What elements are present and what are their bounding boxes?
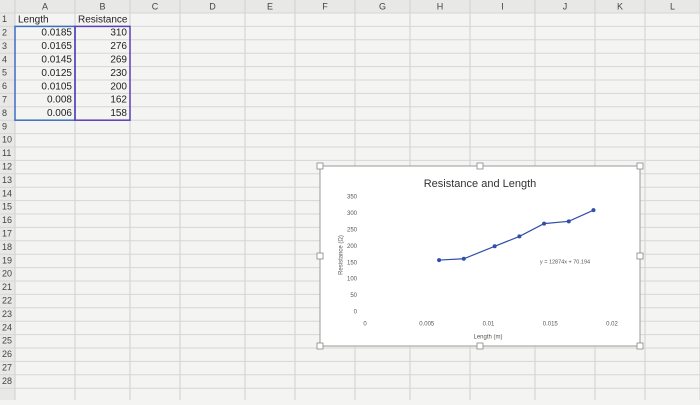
data-point <box>517 234 522 239</box>
row-header[interactable]: 7 <box>2 94 7 104</box>
cell[interactable]: 0.0145 <box>41 55 72 66</box>
row-header[interactable]: 12 <box>2 161 12 171</box>
row-header[interactable]: 13 <box>2 175 12 185</box>
y-tick-label: 200 <box>347 244 358 250</box>
column-header[interactable]: B <box>99 1 105 11</box>
chart-title: Resistance and Length <box>424 178 537 190</box>
column-header[interactable]: K <box>617 1 623 11</box>
row-header[interactable]: 22 <box>2 295 12 305</box>
cell[interactable]: 0.0125 <box>41 68 72 79</box>
data-point <box>492 244 497 249</box>
column-header[interactable]: G <box>379 1 386 11</box>
cell[interactable]: 162 <box>110 95 127 106</box>
row-header[interactable]: 2 <box>2 27 7 37</box>
row-header[interactable]: 3 <box>2 41 7 51</box>
y-tick-label: 250 <box>347 227 358 233</box>
row-header[interactable]: 25 <box>2 336 12 346</box>
row-header-bar <box>0 13 15 405</box>
row-header[interactable]: 6 <box>2 81 7 91</box>
x-tick-label: 0.015 <box>543 322 559 328</box>
row-header[interactable]: 14 <box>2 188 12 198</box>
resize-handle[interactable] <box>316 342 324 350</box>
row-header[interactable]: 4 <box>2 54 7 64</box>
column-header[interactable]: D <box>209 1 216 11</box>
cell[interactable]: 0.0105 <box>41 81 72 92</box>
row-header[interactable]: 28 <box>2 376 12 386</box>
resize-handle[interactable] <box>476 342 484 350</box>
column-header[interactable]: H <box>437 1 444 11</box>
row-header[interactable]: 23 <box>2 309 12 319</box>
trendline-label: y = 12874x + 70.194 <box>540 259 590 265</box>
resize-handle[interactable] <box>636 342 644 350</box>
column-header[interactable]: C <box>152 1 159 11</box>
data-point <box>591 208 596 213</box>
y-axis-label: Resistance (Ω) <box>339 235 345 275</box>
cell[interactable]: 0.006 <box>47 108 72 119</box>
chart-area[interactable] <box>319 165 641 347</box>
cell[interactable]: 230 <box>110 68 127 79</box>
resize-handle[interactable] <box>476 162 484 170</box>
cell[interactable]: Length <box>18 14 49 25</box>
cell[interactable]: 276 <box>110 41 127 52</box>
row-header[interactable]: 11 <box>2 148 11 158</box>
cell[interactable]: 269 <box>110 55 127 66</box>
column-header[interactable]: I <box>501 1 504 11</box>
row-header[interactable]: 5 <box>2 68 7 78</box>
y-tick-label: 0 <box>354 310 358 316</box>
row-header[interactable]: 20 <box>2 269 12 279</box>
row-header[interactable]: 10 <box>2 135 12 145</box>
x-tick-label: 0.005 <box>419 322 435 328</box>
cell[interactable]: 158 <box>110 108 127 119</box>
cell[interactable]: 200 <box>110 81 127 92</box>
selection-range-b <box>74 25 131 121</box>
x-axis-label: Length (m) <box>473 335 502 341</box>
y-tick-label: 100 <box>347 277 358 283</box>
resize-handle[interactable] <box>636 162 644 170</box>
row-header[interactable]: 27 <box>2 362 12 372</box>
row-header[interactable]: 18 <box>2 242 12 252</box>
data-point <box>437 258 442 263</box>
row-header[interactable]: 8 <box>2 108 7 118</box>
row-header[interactable]: 16 <box>2 215 12 225</box>
x-tick-label: 0.02 <box>606 322 618 328</box>
column-header[interactable]: J <box>563 1 568 11</box>
row-header[interactable]: 24 <box>2 322 12 332</box>
column-header-bar <box>0 0 700 13</box>
y-tick-label: 350 <box>347 195 358 201</box>
data-point <box>542 221 547 226</box>
resize-handle[interactable] <box>636 252 644 260</box>
column-header[interactable]: L <box>670 1 675 11</box>
row-header[interactable]: 1 <box>2 14 7 24</box>
row-header[interactable]: 15 <box>2 202 12 212</box>
row-header[interactable]: 9 <box>2 121 7 131</box>
column-header[interactable]: A <box>42 1 48 11</box>
y-tick-label: 150 <box>347 260 358 266</box>
row-header[interactable]: 26 <box>2 349 12 359</box>
cell[interactable]: 0.0165 <box>41 41 72 52</box>
x-tick-label: 0 <box>363 322 367 328</box>
cell[interactable]: Resistance <box>78 14 128 25</box>
resize-handle[interactable] <box>316 162 324 170</box>
column-header[interactable]: F <box>322 1 328 11</box>
cell[interactable]: 0.0185 <box>41 28 72 39</box>
x-tick-label: 0.01 <box>483 322 495 328</box>
cell[interactable]: 310 <box>110 28 127 39</box>
y-tick-label: 300 <box>347 211 358 217</box>
row-header[interactable]: 19 <box>2 255 12 265</box>
resize-handle[interactable] <box>316 252 324 260</box>
data-point <box>461 256 466 261</box>
row-header[interactable]: 17 <box>2 228 12 238</box>
row-header[interactable]: 21 <box>2 282 12 292</box>
y-tick-label: 50 <box>350 293 357 299</box>
cell[interactable]: 0.008 <box>47 95 72 106</box>
data-point <box>566 219 571 224</box>
column-header[interactable]: E <box>267 1 273 11</box>
